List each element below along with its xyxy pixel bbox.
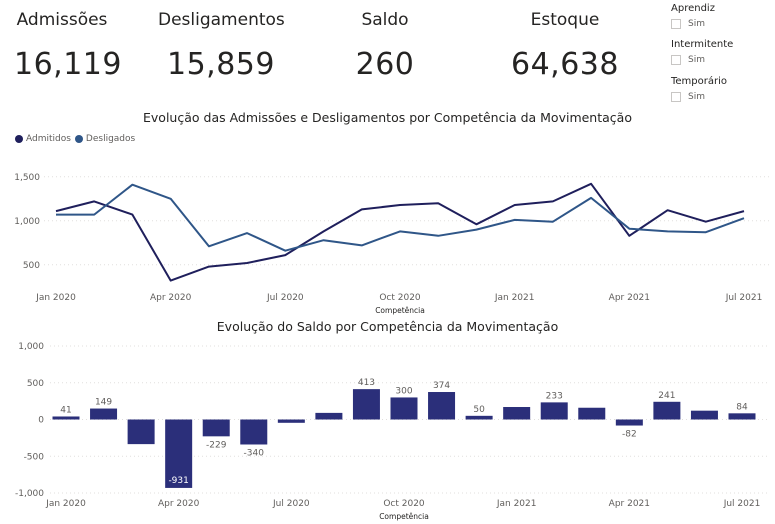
slicer-option-sim[interactable]: Sim <box>671 92 727 102</box>
bar-nov-2020 <box>428 392 456 420</box>
data-label: 149 <box>95 398 112 408</box>
kpi-label: Desligamentos <box>158 10 285 30</box>
kpi-value: 64,638 <box>511 47 619 82</box>
line-chart-title: Evolução das Admissões e Desligamentos p… <box>143 110 632 125</box>
bar-chart: 1,000 500 0 -500 -1,000 41 149 -931 -229 -340 413 3… <box>15 342 770 521</box>
line-chart-legend: Admitidos Desligados <box>15 134 139 144</box>
bar-sep-2020 <box>352 389 380 420</box>
slicer-title: Temporário <box>671 76 728 87</box>
slicer-intermitente: Intermitente Sim <box>671 39 733 65</box>
bar-jan-2021 <box>503 407 531 420</box>
y-tick-label: -500 <box>24 452 45 462</box>
kpi-value: 15,859 <box>167 47 275 82</box>
legend-label: Admitidos <box>26 134 71 144</box>
data-label: 233 <box>546 391 563 401</box>
bar-may-2021 <box>653 401 681 420</box>
slicer-title: Intermitente <box>671 39 734 50</box>
data-label: -82 <box>622 430 637 440</box>
bar-may-2020 <box>202 419 230 437</box>
data-label: -340 <box>244 448 265 458</box>
data-label: 50 <box>473 405 485 415</box>
slicer-option-label: Sim <box>688 92 705 102</box>
x-tick-label: Jan 2020 <box>35 293 76 303</box>
x-tick-label: Oct 2020 <box>383 499 425 509</box>
kpi-admissoes: Admissões 16,119 <box>14 10 122 82</box>
x-tick-label: Apr 2020 <box>158 499 200 509</box>
data-label: 374 <box>433 381 450 391</box>
y-tick-label: 1,500 <box>14 173 40 183</box>
kpi-value: 260 <box>355 47 415 82</box>
kpi-label: Saldo <box>361 10 409 30</box>
bar-jul-2021 <box>728 413 756 420</box>
y-tick-label: 1,000 <box>18 342 44 352</box>
legend-item-desligados[interactable]: Desligados <box>74 134 136 144</box>
legend-dot-admitidos <box>15 135 23 143</box>
data-label: 241 <box>658 391 675 401</box>
x-tick-label: Jan 2021 <box>496 499 537 509</box>
slicer-option-sim[interactable]: Sim <box>671 55 733 65</box>
legend-label: Desligados <box>85 134 136 144</box>
x-tick-label: Jul 2021 <box>725 293 763 303</box>
slicer-temporario: Temporário Sim <box>671 76 727 102</box>
x-tick-label: Jan 2020 <box>45 499 86 509</box>
x-tick-label: Apr 2020 <box>150 293 192 303</box>
x-tick-label: Jul 2021 <box>723 499 761 509</box>
checkbox[interactable] <box>671 19 681 29</box>
kpi-desligamentos: Desligamentos 15,859 <box>158 10 285 82</box>
series-line-desligados <box>56 183 745 252</box>
kpi-estoque: Estoque 64,638 <box>510 10 620 82</box>
line-chart: 1,500 1,000 500 Jan 2020 Apr 2020 Jul 2020 Oct… <box>14 173 770 315</box>
slicer-aprendiz: Aprendiz Sim <box>671 3 715 29</box>
x-tick-label: Oct 2020 <box>379 293 421 303</box>
checkbox[interactable] <box>671 55 681 65</box>
bar-apr-2020 <box>165 419 193 488</box>
y-tick-label: 500 <box>27 379 44 389</box>
kpi-value: 16,119 <box>14 47 122 82</box>
kpi-label: Estoque <box>530 10 600 30</box>
kpi-saldo: Saldo 260 <box>350 10 420 82</box>
x-tick-label: Jul 2020 <box>272 499 310 509</box>
bar-oct-2020 <box>390 397 418 420</box>
bar-dec-2020 <box>465 415 493 420</box>
kpi-label: Admissões <box>16 10 108 30</box>
series-line-admitidos <box>55 182 745 282</box>
data-label: 413 <box>358 378 375 388</box>
x-axis-label: Competência <box>375 306 425 315</box>
bar-apr-2021 <box>615 419 643 426</box>
data-label: -931 <box>168 476 188 486</box>
legend-item-admitidos[interactable]: Admitidos <box>15 134 71 144</box>
bar-chart-title: Evolução do Saldo por Competência da Mov… <box>216 319 559 334</box>
bar-jul-2020 <box>277 419 305 423</box>
data-label: 41 <box>60 405 71 415</box>
bar-jan-2020 <box>52 416 80 420</box>
y-tick-label: -1,000 <box>15 489 44 499</box>
x-tick-label: Jan 2021 <box>494 293 535 303</box>
data-label: 84 <box>736 402 748 412</box>
bar-aug-2020 <box>315 412 343 420</box>
x-tick-label: Apr 2021 <box>609 499 650 509</box>
y-tick-label: 500 <box>23 261 40 271</box>
slicer-title: Aprendiz <box>671 3 715 14</box>
x-tick-label: Apr 2021 <box>609 293 650 303</box>
bar-jun-2020 <box>240 419 268 445</box>
bar-mar-2020 <box>127 419 155 445</box>
data-label: -229 <box>206 440 227 450</box>
bar-feb-2020 <box>90 408 118 420</box>
slicer-option-sim[interactable]: Sim <box>671 19 715 29</box>
data-label: 300 <box>395 386 412 396</box>
checkbox[interactable] <box>671 92 681 102</box>
bar-jun-2021 <box>690 410 718 420</box>
slicer-option-label: Sim <box>688 19 705 29</box>
legend-dot-desligados <box>74 135 83 143</box>
y-tick-label: 0 <box>38 416 44 426</box>
bar-feb-2021 <box>540 402 568 420</box>
slicer-option-label: Sim <box>688 55 705 65</box>
bar-mar-2021 <box>578 407 606 420</box>
x-axis-label: Competência <box>379 512 429 521</box>
x-tick-label: Jul 2020 <box>266 293 304 303</box>
y-tick-label: 1,000 <box>14 217 40 227</box>
